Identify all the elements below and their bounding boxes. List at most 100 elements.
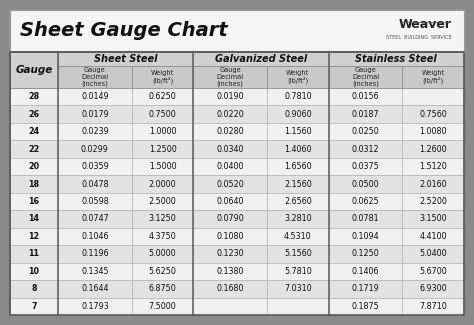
Text: 1.2500: 1.2500 bbox=[149, 145, 176, 154]
Bar bbox=[329, 193, 402, 210]
Text: 0.1875: 0.1875 bbox=[352, 302, 379, 311]
Text: 1.1560: 1.1560 bbox=[284, 127, 311, 136]
Text: Weight
(lb/ft²): Weight (lb/ft²) bbox=[286, 70, 310, 84]
Bar bbox=[402, 298, 464, 315]
Text: 2.6560: 2.6560 bbox=[284, 197, 312, 206]
Text: 0.0375: 0.0375 bbox=[352, 162, 379, 171]
Text: Sheet Steel: Sheet Steel bbox=[94, 54, 158, 64]
Bar bbox=[10, 51, 464, 53]
Bar bbox=[329, 52, 464, 66]
Bar bbox=[58, 298, 132, 315]
Bar bbox=[10, 52, 58, 88]
Bar bbox=[193, 123, 267, 140]
Text: Weaver: Weaver bbox=[399, 18, 452, 31]
Text: Galvanized Steel: Galvanized Steel bbox=[215, 54, 307, 64]
Text: 1.5120: 1.5120 bbox=[419, 162, 447, 171]
Bar bbox=[193, 52, 329, 66]
Text: 22: 22 bbox=[28, 145, 40, 154]
Text: 0.0625: 0.0625 bbox=[352, 197, 379, 206]
Text: 0.1230: 0.1230 bbox=[216, 249, 244, 258]
Text: 8: 8 bbox=[31, 284, 37, 293]
Text: 0.0500: 0.0500 bbox=[352, 179, 379, 188]
Text: 2.0160: 2.0160 bbox=[419, 179, 447, 188]
Bar bbox=[267, 298, 329, 315]
Text: 16: 16 bbox=[28, 197, 40, 206]
Bar bbox=[132, 245, 193, 263]
Text: Gauge
Decimal
(inches): Gauge Decimal (inches) bbox=[352, 67, 379, 87]
Bar bbox=[132, 193, 193, 210]
Bar bbox=[267, 280, 329, 298]
Bar bbox=[10, 105, 58, 123]
Bar bbox=[193, 263, 267, 280]
Text: 4.3750: 4.3750 bbox=[149, 232, 176, 241]
Bar bbox=[58, 105, 132, 123]
Text: 2.5200: 2.5200 bbox=[419, 197, 447, 206]
Text: 0.1644: 0.1644 bbox=[81, 284, 109, 293]
Bar bbox=[193, 298, 267, 315]
Bar bbox=[10, 52, 464, 315]
Bar bbox=[132, 210, 193, 228]
Text: 0.1094: 0.1094 bbox=[352, 232, 379, 241]
Text: 0.0598: 0.0598 bbox=[81, 197, 109, 206]
Bar bbox=[402, 88, 464, 105]
Bar bbox=[58, 280, 132, 298]
Text: 0.1380: 0.1380 bbox=[217, 267, 244, 276]
Text: 2.5000: 2.5000 bbox=[149, 197, 176, 206]
Bar bbox=[329, 228, 402, 245]
Text: 6.9300: 6.9300 bbox=[419, 284, 447, 293]
Bar bbox=[10, 10, 464, 52]
Bar bbox=[10, 88, 58, 105]
Text: 5.6700: 5.6700 bbox=[419, 267, 447, 276]
Text: 5.1560: 5.1560 bbox=[284, 249, 312, 258]
Bar bbox=[329, 140, 402, 158]
Text: 6.8750: 6.8750 bbox=[149, 284, 176, 293]
Text: 14: 14 bbox=[28, 214, 40, 224]
Text: 5.0400: 5.0400 bbox=[419, 249, 447, 258]
Bar bbox=[267, 88, 329, 105]
Text: 2.1560: 2.1560 bbox=[284, 179, 312, 188]
Bar bbox=[10, 210, 58, 228]
Text: 0.1680: 0.1680 bbox=[217, 284, 244, 293]
Bar bbox=[193, 210, 267, 228]
Text: 1.0000: 1.0000 bbox=[149, 127, 176, 136]
Text: 0.7500: 0.7500 bbox=[149, 110, 176, 119]
Bar bbox=[402, 263, 464, 280]
Bar bbox=[329, 88, 402, 105]
Bar bbox=[402, 66, 464, 88]
Text: 18: 18 bbox=[28, 179, 40, 188]
Bar bbox=[402, 245, 464, 263]
Text: 2.0000: 2.0000 bbox=[149, 179, 176, 188]
Bar bbox=[402, 105, 464, 123]
Text: 0.0220: 0.0220 bbox=[216, 110, 244, 119]
Bar bbox=[10, 140, 58, 158]
Bar bbox=[58, 193, 132, 210]
Bar bbox=[267, 175, 329, 193]
Text: 0.7810: 0.7810 bbox=[284, 92, 311, 101]
Text: 0.0190: 0.0190 bbox=[216, 92, 244, 101]
Bar bbox=[10, 245, 58, 263]
Text: 4.5310: 4.5310 bbox=[284, 232, 311, 241]
Text: 3.1250: 3.1250 bbox=[149, 214, 176, 224]
Bar bbox=[193, 280, 267, 298]
Bar bbox=[329, 298, 402, 315]
Bar bbox=[329, 263, 402, 280]
Text: STEEL  BUILDING  SERVICE: STEEL BUILDING SERVICE bbox=[386, 35, 452, 40]
Bar bbox=[193, 193, 267, 210]
Bar bbox=[329, 175, 402, 193]
Text: 7.8710: 7.8710 bbox=[419, 302, 447, 311]
Bar bbox=[193, 105, 267, 123]
Text: 0.1793: 0.1793 bbox=[81, 302, 109, 311]
Bar bbox=[132, 280, 193, 298]
Bar bbox=[329, 245, 402, 263]
Bar bbox=[329, 280, 402, 298]
Text: 7: 7 bbox=[31, 302, 37, 311]
Text: 1.5000: 1.5000 bbox=[149, 162, 176, 171]
Text: 0.0156: 0.0156 bbox=[352, 92, 379, 101]
Text: 0.0280: 0.0280 bbox=[216, 127, 244, 136]
Text: 0.1250: 0.1250 bbox=[352, 249, 379, 258]
Bar bbox=[10, 280, 58, 298]
Bar bbox=[58, 123, 132, 140]
Text: 0.0250: 0.0250 bbox=[352, 127, 379, 136]
Text: 0.0359: 0.0359 bbox=[81, 162, 109, 171]
Text: 1.4060: 1.4060 bbox=[284, 145, 311, 154]
